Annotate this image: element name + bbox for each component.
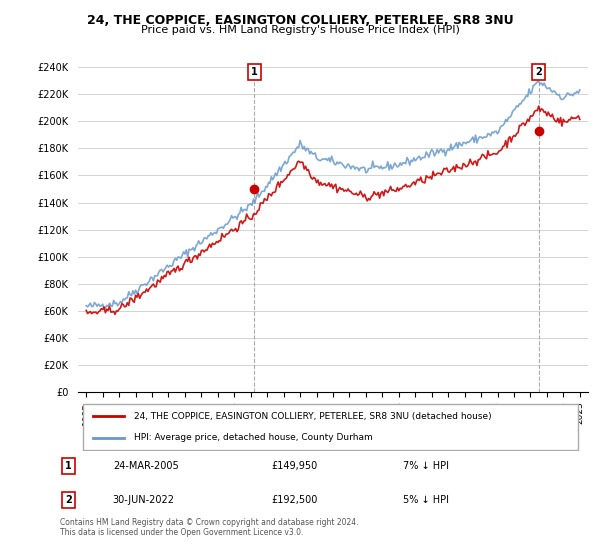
Text: 2: 2 bbox=[535, 67, 542, 77]
Text: 2: 2 bbox=[65, 495, 72, 505]
Text: 24, THE COPPICE, EASINGTON COLLIERY, PETERLEE, SR8 3NU: 24, THE COPPICE, EASINGTON COLLIERY, PET… bbox=[86, 14, 514, 27]
Text: HPI: Average price, detached house, County Durham: HPI: Average price, detached house, Coun… bbox=[134, 433, 373, 442]
FancyBboxPatch shape bbox=[83, 404, 578, 450]
Text: 7% ↓ HPI: 7% ↓ HPI bbox=[403, 461, 449, 471]
Text: 5% ↓ HPI: 5% ↓ HPI bbox=[403, 495, 449, 505]
Text: 1: 1 bbox=[251, 67, 258, 77]
Text: Price paid vs. HM Land Registry's House Price Index (HPI): Price paid vs. HM Land Registry's House … bbox=[140, 25, 460, 35]
Text: £149,950: £149,950 bbox=[271, 461, 317, 471]
Text: 30-JUN-2022: 30-JUN-2022 bbox=[113, 495, 175, 505]
Text: 24-MAR-2005: 24-MAR-2005 bbox=[113, 461, 179, 471]
Text: 24, THE COPPICE, EASINGTON COLLIERY, PETERLEE, SR8 3NU (detached house): 24, THE COPPICE, EASINGTON COLLIERY, PET… bbox=[134, 412, 492, 421]
Text: £192,500: £192,500 bbox=[271, 495, 317, 505]
Text: Contains HM Land Registry data © Crown copyright and database right 2024.
This d: Contains HM Land Registry data © Crown c… bbox=[60, 518, 359, 538]
Text: 1: 1 bbox=[65, 461, 72, 471]
